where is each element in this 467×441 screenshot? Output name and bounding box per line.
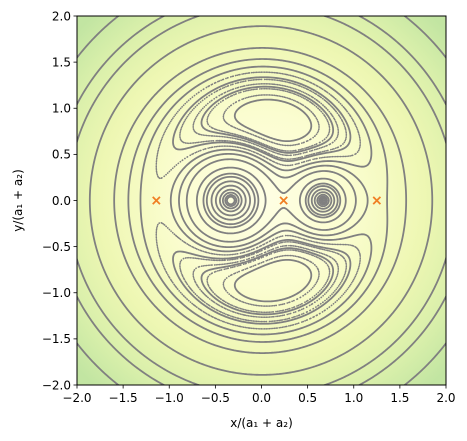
- x-tick-label: −1.5: [109, 391, 138, 405]
- y-tick-label: −1.5: [42, 332, 71, 346]
- solid-contour: [77, 16, 446, 385]
- x-tick-label: −1.0: [155, 391, 184, 405]
- contour-lines: [77, 16, 446, 385]
- dotted-contour: [206, 87, 331, 314]
- solid-contour: [225, 195, 325, 206]
- lagrange-point-marker: [279, 196, 288, 205]
- y-tick-label: 1.5: [52, 55, 71, 69]
- y-axis-label: y/(a₁ + a₂): [11, 169, 25, 232]
- x-tick-label: 1.0: [344, 391, 363, 405]
- solid-contour: [214, 184, 333, 217]
- y-tick-label: 1.0: [52, 102, 71, 116]
- dotted-contour: [155, 71, 362, 330]
- x-tick-label: −2.0: [62, 391, 91, 405]
- dotted-contour: [179, 78, 348, 323]
- y-tick-label: −1.0: [42, 286, 71, 300]
- solid-contour: [77, 16, 446, 385]
- y-tick-label: 0.0: [52, 194, 71, 208]
- x-tick-label: 0.5: [298, 391, 317, 405]
- dotted-contour: [222, 94, 320, 307]
- x-tick-label: −0.5: [201, 391, 230, 405]
- lagrange-point-marker: [372, 196, 382, 205]
- y-tick-label: −2.0: [42, 378, 71, 392]
- solid-contour: [113, 47, 408, 354]
- y-tick-label: 0.5: [52, 148, 71, 162]
- y-tick-label: −0.5: [42, 240, 71, 254]
- x-axis-ticks: −2.0 −1.5 −1.0 −0.5 0.0 0.5 1.0 1.5 2.0: [62, 385, 456, 405]
- x-tick-label: 0.0: [252, 391, 271, 405]
- lagrange-point-markers: [152, 196, 382, 205]
- solid-contour: [224, 194, 327, 207]
- solid-contour: [233, 98, 313, 303]
- solid-contour: [77, 16, 446, 385]
- solid-contour: [127, 58, 389, 343]
- y-tick-label: 2.0: [52, 9, 71, 23]
- x-tick-label: 2.0: [436, 391, 455, 405]
- solid-contour: [219, 188, 330, 213]
- dotted-contour: [192, 83, 340, 318]
- x-axis-label: x/(a₁ + a₂): [230, 416, 293, 430]
- y-axis-ticks: −2.0 −1.5 −1.0 −0.5 0.0 0.5 1.0 1.5 2.0: [42, 9, 77, 392]
- solid-contour: [139, 65, 373, 336]
- solid-contour: [200, 85, 335, 316]
- x-tick-label: 1.5: [390, 391, 409, 405]
- solid-contour: [88, 25, 434, 376]
- lagrange-point-marker: [152, 196, 161, 205]
- solid-contour: [172, 76, 352, 325]
- solid-contour: [221, 191, 328, 210]
